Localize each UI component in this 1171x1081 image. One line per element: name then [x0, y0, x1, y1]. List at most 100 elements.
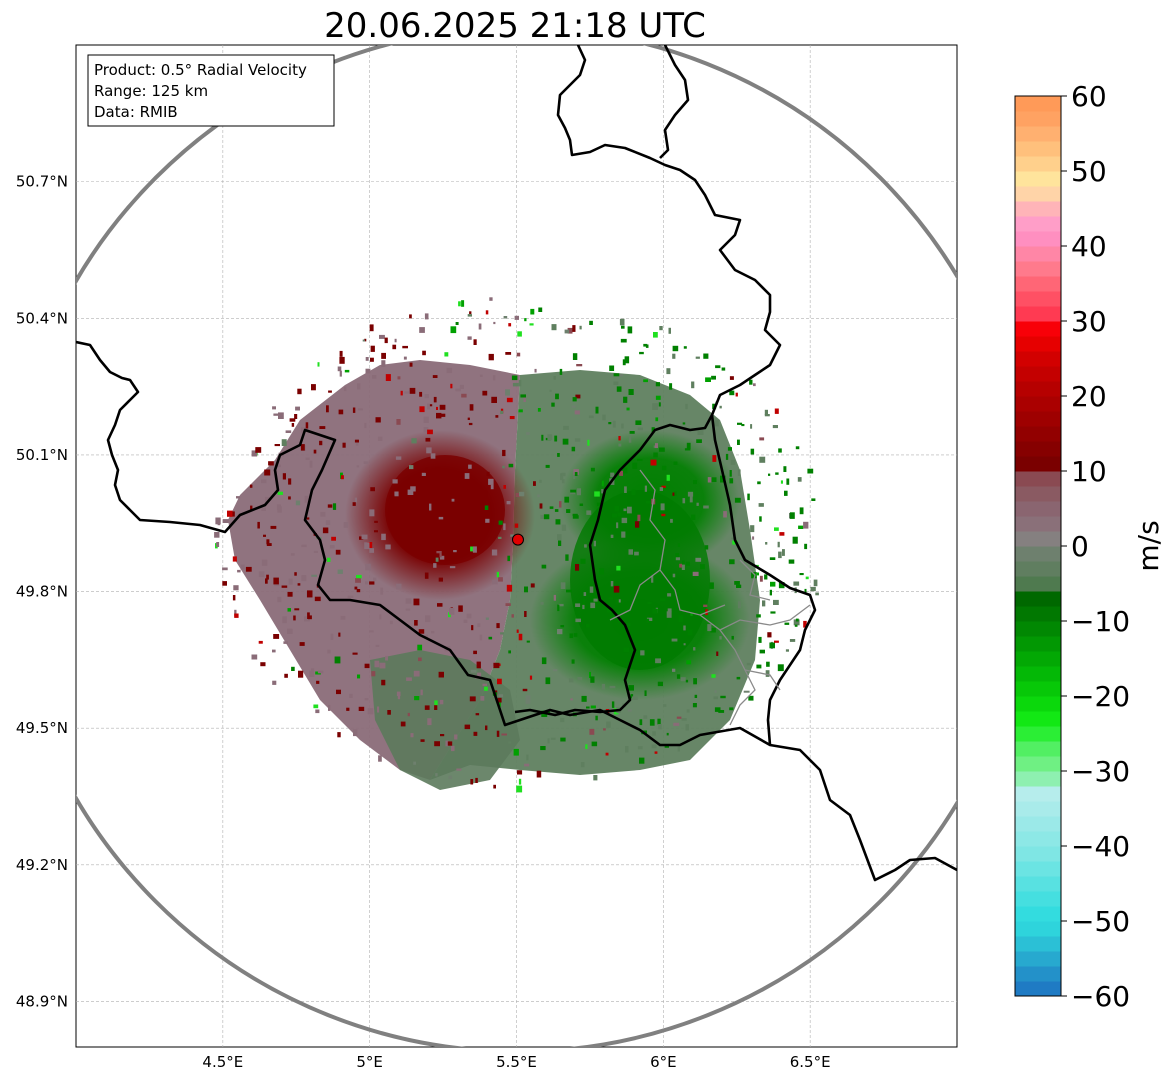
- echo-bin: [283, 641, 288, 644]
- echo-bin: [778, 448, 782, 453]
- echo-bin: [526, 754, 529, 761]
- y-tick-label: 48.9°N: [16, 992, 68, 1010]
- echo-bin: [753, 383, 756, 387]
- colorbar-swatches: [1015, 96, 1061, 997]
- echo-bin: [395, 456, 402, 460]
- echo-bin: [381, 352, 386, 359]
- echo-bin: [558, 540, 562, 546]
- echo-bin: [682, 422, 686, 425]
- echo-bin: [468, 464, 472, 469]
- x-tick-label: 5.5°E: [496, 1053, 537, 1071]
- colorbar-swatch: [1015, 846, 1061, 862]
- echo-bin: [658, 447, 665, 452]
- echo-bin: [264, 496, 270, 503]
- echo-bin: [575, 603, 581, 607]
- echo-bin: [508, 650, 511, 654]
- echo-bin: [637, 514, 641, 522]
- echo-bin: [277, 506, 282, 513]
- echo-bin: [549, 389, 552, 392]
- echo-bin: [623, 396, 628, 403]
- echo-bin: [328, 704, 331, 711]
- echo-bin: [233, 585, 239, 591]
- echo-bin: [714, 420, 719, 427]
- echo-bin: [301, 544, 307, 548]
- echo-bin: [551, 324, 557, 331]
- echo-bin: [640, 650, 645, 656]
- echo-bin: [340, 615, 346, 620]
- x-tick-label: 4.5°E: [202, 1053, 243, 1071]
- echo-bin: [355, 578, 361, 583]
- echo-bin: [617, 618, 621, 623]
- echo-bin: [577, 488, 581, 496]
- echo-bin: [294, 608, 300, 611]
- echo-bin: [719, 405, 722, 409]
- colorbar-swatch: [1015, 561, 1061, 577]
- echo-bin: [756, 572, 759, 576]
- echo-bin: [584, 544, 587, 548]
- echo-bin: [270, 525, 277, 529]
- echo-bin: [411, 438, 417, 444]
- echo-bin: [328, 390, 332, 393]
- colorbar-ticks: 60 50 40 30 20 10 0 −10 −20 −30 −40 −50 −60: [1061, 80, 1130, 1013]
- echo-bin: [503, 523, 506, 531]
- echo-bin: [497, 697, 502, 703]
- colorbar-swatch: [1015, 966, 1061, 982]
- colorbar-tick-label: 50: [1071, 155, 1107, 188]
- echo-bin: [774, 527, 779, 531]
- echo-bin: [400, 721, 406, 727]
- echo-bin: [480, 696, 485, 701]
- colorbar: 60 50 40 30 20 10 0 −10 −20 −30 −40 −50 −60 m/s: [1014, 80, 1165, 1013]
- echo-bin: [313, 550, 318, 553]
- echo-bin: [628, 685, 634, 691]
- echo-bin: [712, 455, 717, 462]
- echo-bin: [737, 469, 741, 476]
- echo-bin: [434, 553, 440, 558]
- echo-bin: [234, 609, 237, 617]
- echo-bin: [450, 383, 453, 389]
- echo-bin: [234, 613, 239, 618]
- echo-bin: [783, 466, 787, 472]
- echo-bin: [780, 480, 783, 484]
- echo-bin: [357, 383, 361, 390]
- echo-bin: [622, 359, 626, 366]
- echo-bin: [782, 549, 785, 556]
- echo-bin: [609, 365, 615, 371]
- echo-bin: [668, 327, 671, 334]
- echo-bin: [258, 571, 265, 578]
- echo-bin: [381, 360, 386, 367]
- echo-bin: [603, 728, 606, 731]
- echo-bin: [646, 618, 650, 623]
- echo-bin: [784, 490, 788, 496]
- echo-bin: [473, 339, 477, 345]
- echo-bin: [553, 594, 556, 601]
- echo-bin: [379, 334, 385, 339]
- echo-bin: [364, 338, 367, 342]
- echo-bin: [438, 577, 443, 582]
- echo-bin: [630, 694, 634, 699]
- echo-bin: [707, 477, 712, 483]
- echo-bin: [686, 660, 692, 665]
- echo-bin: [620, 338, 627, 343]
- echo-bin: [652, 403, 658, 410]
- colorbar-swatch: [1015, 981, 1061, 997]
- echo-bin: [635, 420, 642, 425]
- echo-bin: [730, 459, 736, 465]
- echo-bin: [424, 572, 429, 579]
- echo-bin: [385, 655, 388, 661]
- echo-bin: [463, 484, 468, 488]
- echo-bin: [773, 599, 779, 605]
- echo-bin: [639, 351, 644, 355]
- echo-bin: [681, 718, 687, 721]
- echo-bin: [682, 560, 685, 565]
- echo-bin: [449, 566, 456, 569]
- echo-bin: [689, 496, 693, 503]
- echo-bin: [804, 543, 808, 550]
- echo-bin: [260, 662, 266, 667]
- echo-bin: [568, 678, 574, 683]
- echo-bin: [736, 676, 741, 680]
- echo-core-inbound-inner: [570, 490, 710, 670]
- echo-bin: [285, 430, 292, 433]
- echo-bin: [478, 323, 482, 330]
- echo-bin: [460, 545, 465, 550]
- echo-bin: [539, 503, 543, 509]
